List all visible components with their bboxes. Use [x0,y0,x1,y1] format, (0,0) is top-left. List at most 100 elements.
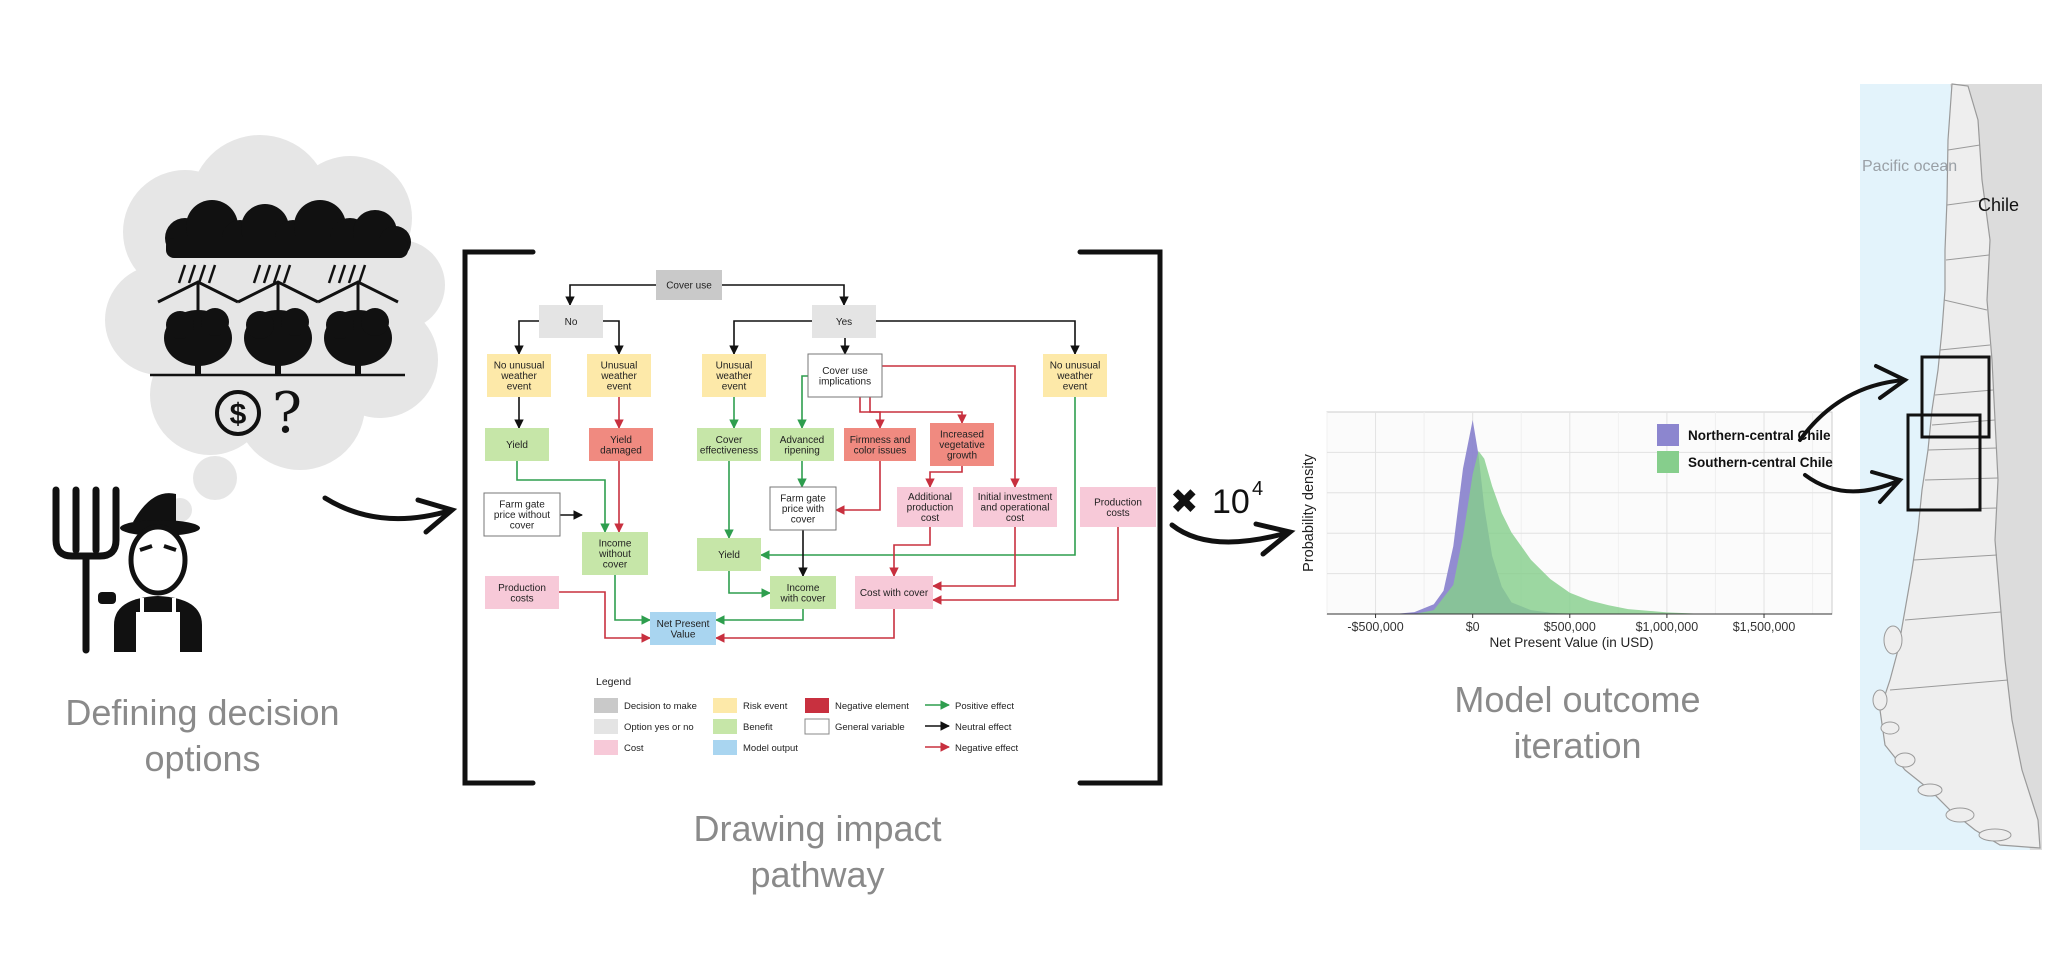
pitchfork-icon [52,486,120,654]
connector-arrow [565,284,689,306]
legend-swatch [713,698,737,713]
chart-tick-label: -$500,000 [1347,620,1403,634]
flowchart-node-yield-1: Yield [485,428,549,461]
node-label: damaged [600,445,642,456]
legend-swatch [805,698,829,713]
chart-y-axis-label: Probability density [1301,453,1317,571]
caption-model-outcome: Model outcome iteration [1410,677,1745,769]
node-box [656,270,722,300]
legend-swatch [594,719,618,734]
node-box [769,486,837,531]
legend-label: Decision to make [624,701,697,712]
node-box [697,428,761,461]
node-label: price without [494,510,550,521]
arrow-icon [1169,521,1296,557]
node-label: Advanced [780,435,824,446]
node-label: Cover use [822,366,868,377]
node-box [812,305,876,338]
node-label: Yield [506,440,528,451]
node-box [697,538,761,571]
legend-item: Neutral effect [925,721,1012,733]
node-label: production [907,503,954,514]
node-label: Unusual [716,361,753,372]
node-box [485,576,559,609]
iteration-exponent: 4 [1252,478,1263,500]
chart-tick-label: $1,500,000 [1733,620,1796,634]
node-label: Value [671,629,696,640]
density-area-southern-central [1414,451,1706,614]
map-islands [1872,625,2012,842]
legend-swatch [713,740,737,755]
flowchart-node-yield-2: Yield [697,538,761,571]
node-label: Yes [836,317,852,328]
connector-arrow [889,527,931,577]
node-box [487,354,551,397]
connector-arrow [882,365,1020,488]
node-label: cover [510,521,535,532]
node-label: Income [599,539,632,550]
flowchart-node-cost-w: Cost with cover [855,576,933,609]
node-label: color issues [854,445,907,456]
npv-density-chart: -$500,000 $0 $500,000 $1,000,000 $1,500,000 N… [1301,411,1833,650]
legend-label: Model output [743,743,798,754]
node-label: No [565,317,578,328]
chart-tick-label: $500,000 [1544,620,1596,634]
node-label: Initial investment [978,492,1053,503]
node-label: Increased [940,430,984,441]
node-label: Cover [716,435,743,446]
question-mark-icon: ? [272,381,302,446]
connector-arrow [844,320,1080,355]
node-label: vegetative [939,440,985,451]
bracket-icon [462,249,536,786]
node-label: weather [500,371,537,382]
flowchart-node-no: No [539,305,603,338]
node-box [539,305,603,338]
chart-tick-label: $1,000,000 [1636,620,1699,634]
node-label: with cover [779,593,826,604]
node-label: costs [1106,508,1129,519]
caption-line: iteration [1513,725,1642,766]
legend-item: General variable [804,718,905,735]
node-box [589,428,653,461]
node-label: Yield [610,435,632,446]
legend-item: Positive effect [925,700,1014,712]
legend-item: Model output [713,740,798,755]
caption-line: Model outcome [1454,679,1701,720]
northern-central-region-box [1920,355,1991,439]
node-box [930,423,994,466]
legend-label: Benefit [743,722,773,733]
legend-item: Risk event [713,698,788,713]
flowchart-connectors [514,284,1119,643]
node-label: Production [1094,497,1142,508]
node-box [897,487,963,527]
iteration-count: ✖ 10 4 [1170,478,1263,522]
legend-item: Option yes or no [594,719,694,734]
node-box [702,354,766,397]
node-label: ripening [784,445,820,456]
node-label: Unusual [601,361,638,372]
connector-arrow [925,466,963,488]
node-box [807,353,883,398]
node-label: Farm gate [499,500,545,511]
legend-label: Option yes or no [624,722,694,733]
map-chile-land [1879,83,2041,849]
bracket-icon [1077,249,1163,786]
node-label: Cover use [666,281,712,292]
node-label: growth [947,451,977,462]
node-label: price with [782,504,824,515]
node-label: Yield [718,550,740,561]
flowchart-node-cover-use: Cover use [656,270,722,300]
legend-item: Negative element [805,698,909,713]
node-label: event [1063,382,1088,393]
chart-legend-label: Southern-central Chile [1688,455,1833,470]
